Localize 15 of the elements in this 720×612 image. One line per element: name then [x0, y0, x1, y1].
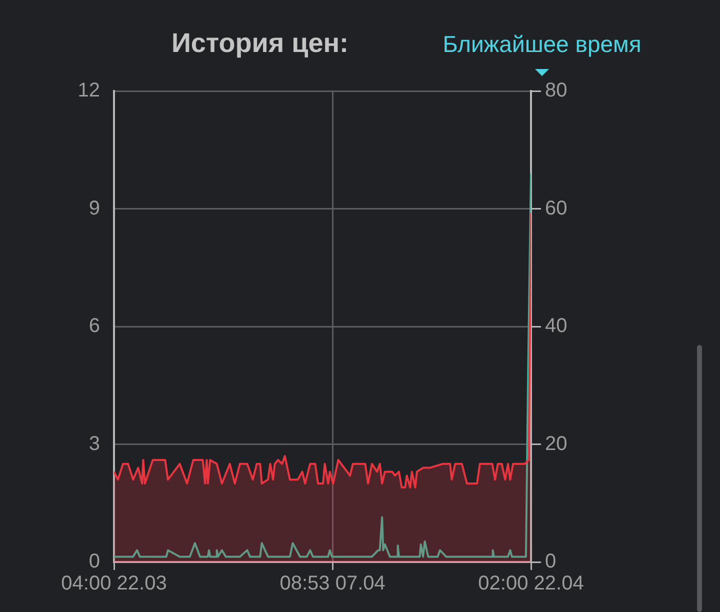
- y2-tick-label: 20: [545, 432, 568, 455]
- y2-tick-label: 80: [545, 80, 568, 102]
- y-tick-label: 3: [88, 432, 100, 455]
- y-tick-label: 12: [78, 80, 100, 102]
- x-tick-label: 04:00 22.03: [61, 572, 167, 595]
- y2-tick-label: 0: [545, 550, 556, 573]
- chart-subtitle: Ближайшее время: [442, 31, 642, 58]
- y2-tick-label: 40: [545, 315, 568, 338]
- y-tick-label: 9: [88, 197, 100, 220]
- x-tick-label: 08:53 07.04: [280, 572, 386, 595]
- y-tick-label: 0: [88, 550, 100, 573]
- y2-tick-label: 60: [545, 197, 568, 220]
- chart-title: История цен:: [170, 28, 350, 59]
- y-tick-label: 6: [88, 315, 100, 338]
- x-tick-label: 02:00 22.04: [478, 572, 584, 595]
